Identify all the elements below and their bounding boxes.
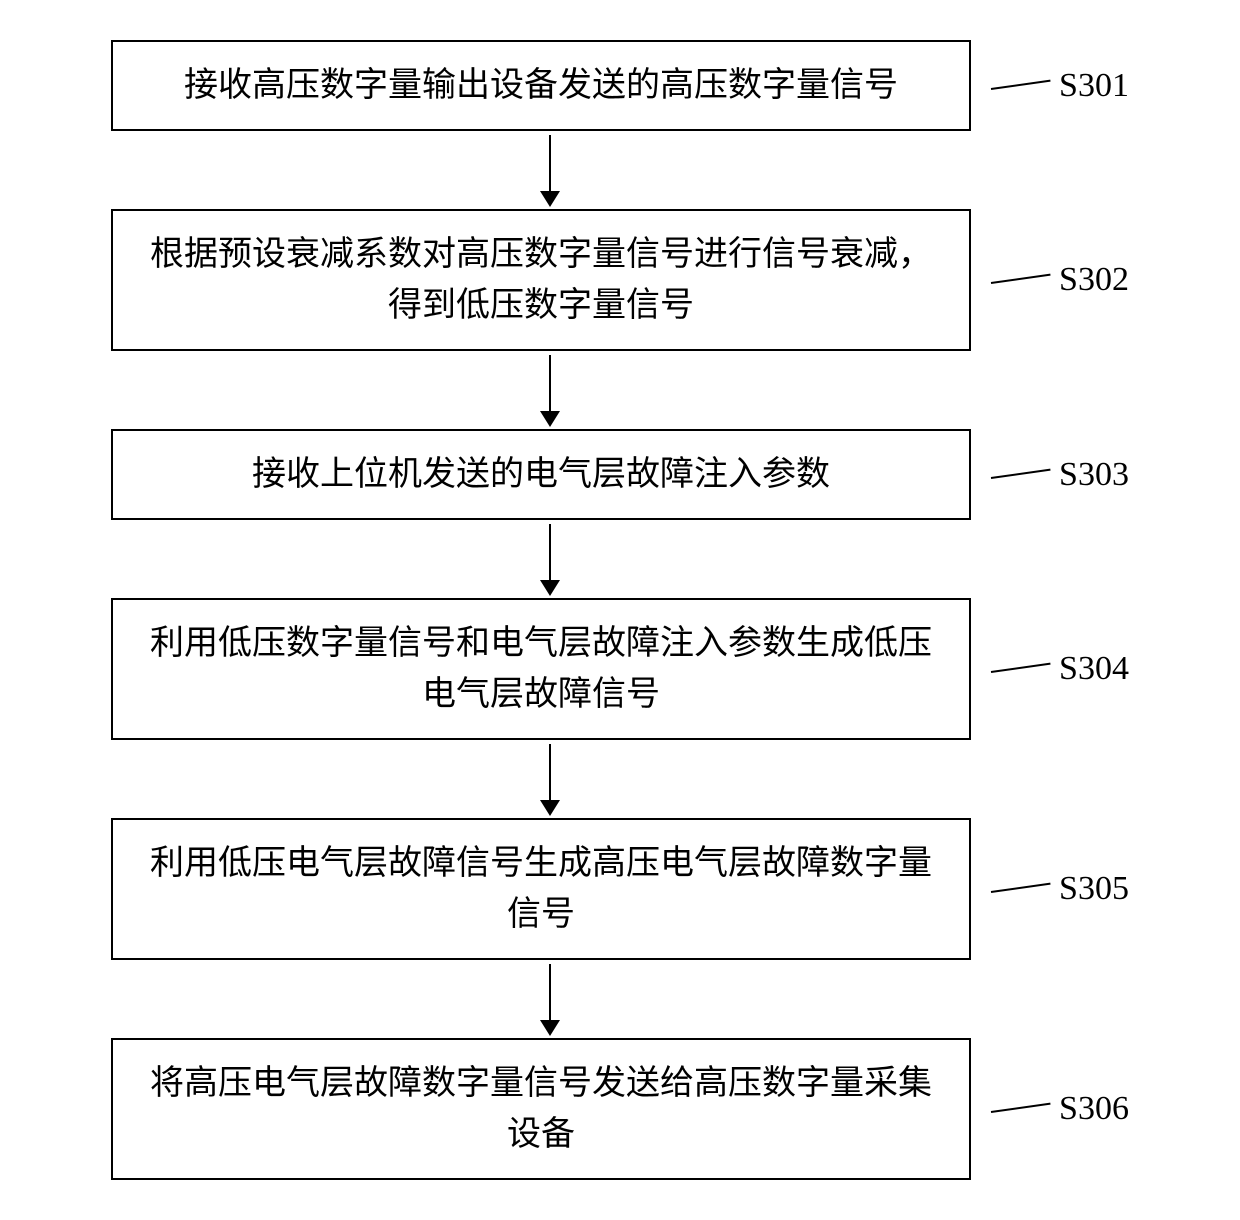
step-text-1: 接收高压数字量输出设备发送的高压数字量信号: [184, 67, 898, 104]
step-row-2: 根据预设衰减系数对高压数字量信号进行信号衰减，得到低压数字量信号 S302: [20, 209, 1220, 351]
label-connector-icon: [991, 281, 1051, 283]
step-box-4: 利用低压数字量信号和电气层故障注入参数生成低压电气层故障信号: [111, 598, 971, 740]
step-box-2: 根据预设衰减系数对高压数字量信号进行信号衰减，得到低压数字量信号: [111, 209, 971, 351]
step-row-4: 利用低压数字量信号和电气层故障注入参数生成低压电气层故障信号 S304: [20, 598, 1220, 740]
label-connector-icon: [991, 670, 1051, 672]
step-id-5: S305: [1059, 870, 1129, 907]
step-label-1: S301: [991, 67, 1129, 105]
step-row-1: 接收高压数字量输出设备发送的高压数字量信号 S301: [20, 40, 1220, 131]
label-connector-icon: [991, 890, 1051, 892]
step-id-1: S301: [1059, 67, 1129, 104]
label-connector-icon: [991, 1110, 1051, 1112]
step-row-5: 利用低压电气层故障信号生成高压电气层故障数字量信号 S305: [20, 818, 1220, 960]
step-label-3: S303: [991, 456, 1129, 494]
flowchart-container: 接收高压数字量输出设备发送的高压数字量信号 S301 根据预设衰减系数对高压数字…: [20, 40, 1220, 1180]
step-row-3: 接收上位机发送的电气层故障注入参数 S303: [20, 429, 1220, 520]
label-connector-icon: [991, 476, 1051, 478]
arrow-down-icon: [549, 135, 551, 205]
step-id-6: S306: [1059, 1090, 1129, 1127]
step-text-2: 根据预设衰减系数对高压数字量信号进行信号衰减，得到低压数字量信号: [150, 236, 932, 324]
arrow-down-icon: [549, 744, 551, 814]
step-text-3: 接收上位机发送的电气层故障注入参数: [252, 456, 830, 493]
step-label-6: S306: [991, 1090, 1129, 1128]
step-label-2: S302: [991, 261, 1129, 299]
step-label-5: S305: [991, 870, 1129, 908]
step-id-4: S304: [1059, 650, 1129, 687]
step-box-1: 接收高压数字量输出设备发送的高压数字量信号: [111, 40, 971, 131]
step-label-4: S304: [991, 650, 1129, 688]
step-text-4: 利用低压数字量信号和电气层故障注入参数生成低压电气层故障信号: [150, 625, 932, 713]
arrow-down-icon: [549, 524, 551, 594]
arrow-down-icon: [549, 355, 551, 425]
step-id-3: S303: [1059, 456, 1129, 493]
step-id-2: S302: [1059, 261, 1129, 298]
step-text-6: 将高压电气层故障数字量信号发送给高压数字量采集设备: [150, 1065, 932, 1153]
step-box-5: 利用低压电气层故障信号生成高压电气层故障数字量信号: [111, 818, 971, 960]
step-text-5: 利用低压电气层故障信号生成高压电气层故障数字量信号: [150, 845, 932, 933]
step-box-3: 接收上位机发送的电气层故障注入参数: [111, 429, 971, 520]
arrow-down-icon: [549, 964, 551, 1034]
step-box-6: 将高压电气层故障数字量信号发送给高压数字量采集设备: [111, 1038, 971, 1180]
step-row-6: 将高压电气层故障数字量信号发送给高压数字量采集设备 S306: [20, 1038, 1220, 1180]
label-connector-icon: [991, 87, 1051, 89]
